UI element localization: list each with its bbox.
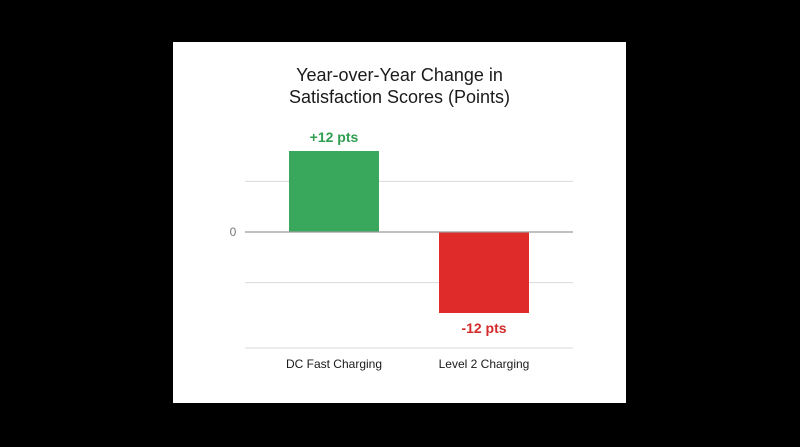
- axes: 0: [230, 225, 573, 349]
- chart-title: Year-over-Year Change in Satisfaction Sc…: [173, 64, 626, 108]
- x-tick-label: Level 2 Charging: [439, 357, 530, 371]
- x-tick-label: DC Fast Charging: [286, 357, 382, 371]
- chart-title-line-1: Year-over-Year Change in: [296, 65, 503, 85]
- bar-dc-fast-charging: [289, 151, 379, 232]
- data-label: +12 pts: [310, 129, 359, 145]
- chart-title-line-2: Satisfaction Scores (Points): [288, 87, 511, 107]
- y-tick-label: 0: [230, 225, 237, 239]
- data-label: -12 pts: [461, 320, 506, 336]
- bar-chart: +12 pts DC Fast Charging -12 pts Level 2 Ch…: [230, 129, 573, 371]
- bar-level-2-charging: [439, 232, 529, 313]
- data-labels: +12 pts DC Fast Charging -12 pts Level 2 Ch…: [286, 129, 529, 371]
- bars: [289, 151, 529, 313]
- chart-card: Year-over-Year Change in Satisfaction Sc…: [173, 42, 626, 403]
